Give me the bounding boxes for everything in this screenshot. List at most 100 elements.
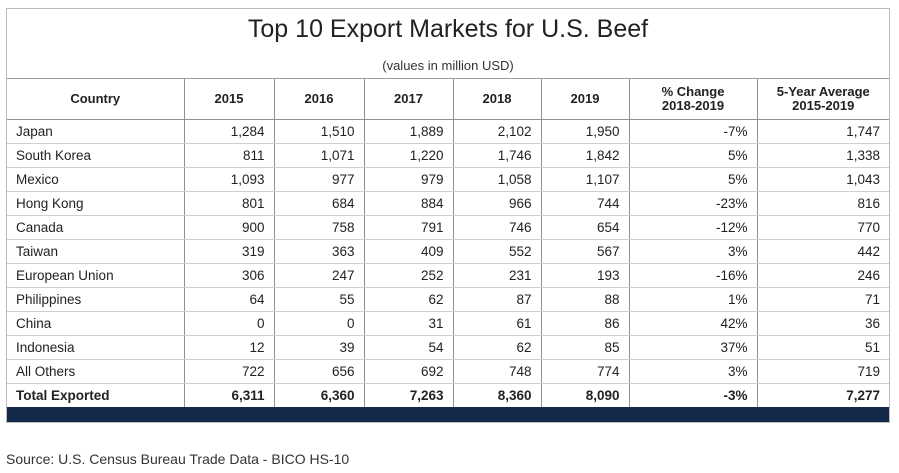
value-2016-cell: 55 — [274, 287, 365, 312]
header-pct-change-line1: % Change — [661, 83, 725, 99]
country-cell: Taiwan — [7, 239, 185, 264]
table-frame: Top 10 Export Markets for U.S. Beef (val… — [6, 8, 890, 423]
value-2016-cell: 247 — [274, 263, 365, 288]
table-row: Indonesia 12 39 54 62 85 37% 51 — [7, 335, 889, 360]
pct-change-cell: -12% — [629, 215, 758, 240]
page-subtitle: (values in million USD) — [382, 58, 514, 73]
value-2015-cell: 801 — [184, 191, 275, 216]
value-2016-cell: 684 — [274, 191, 365, 216]
value-2017-cell: 1,220 — [364, 143, 454, 168]
value-2018-cell: 966 — [453, 191, 542, 216]
value-2017-cell: 7,263 — [364, 383, 454, 407]
header-2018: 2018 — [453, 79, 542, 120]
country-cell: Mexico — [7, 167, 185, 192]
page-title: Top 10 Export Markets for U.S. Beef — [247, 15, 649, 43]
value-2015-cell: 811 — [184, 143, 275, 168]
five-year-average-cell: 51 — [757, 335, 889, 360]
header-country: Country — [7, 79, 185, 120]
value-2017-cell: 62 — [364, 287, 454, 312]
value-2019-cell: 567 — [541, 239, 630, 264]
value-2017-cell: 1,889 — [364, 119, 454, 144]
table-row: Hong Kong 801 684 884 966 744 -23% 816 — [7, 191, 889, 216]
value-2018-cell: 1,058 — [453, 167, 542, 192]
table-row: South Korea 811 1,071 1,220 1,746 1,842 5% 1,33… — [7, 143, 889, 168]
five-year-average-cell: 442 — [757, 239, 889, 264]
five-year-average-cell: 1,338 — [757, 143, 889, 168]
value-2019-cell: 86 — [541, 311, 630, 336]
value-2017-cell: 979 — [364, 167, 454, 192]
value-2015-cell: 1,284 — [184, 119, 275, 144]
value-2019-cell: 744 — [541, 191, 630, 216]
header-average-line2: 2015-2019 — [792, 97, 855, 113]
footer-bar — [7, 407, 889, 422]
table-row: All Others 722 656 692 748 774 3% 719 — [7, 359, 889, 384]
country-cell: China — [7, 311, 185, 336]
pct-change-cell: 5% — [629, 167, 758, 192]
value-2018-cell: 746 — [453, 215, 542, 240]
value-2016-cell: 0 — [274, 311, 365, 336]
value-2017-cell: 54 — [364, 335, 454, 360]
table-row: China 0 0 31 61 86 42% 36 — [7, 311, 889, 336]
pct-change-cell: -23% — [629, 191, 758, 216]
value-2017-cell: 409 — [364, 239, 454, 264]
value-2018-cell: 2,102 — [453, 119, 542, 144]
total-row: Total Exported 6,311 6,360 7,263 8,360 8,090-… — [7, 383, 889, 407]
five-year-average-cell: 246 — [757, 263, 889, 288]
value-2019-cell: 88 — [541, 287, 630, 312]
value-2015-cell: 0 — [184, 311, 275, 336]
value-2016-cell: 656 — [274, 359, 365, 384]
table-row: Philippines 64 55 62 87 88 1% 71 — [7, 287, 889, 312]
value-2018-cell: 231 — [453, 263, 542, 288]
table-row: Taiwan 319 363 409 552 567 3% 442 — [7, 239, 889, 264]
value-2016-cell: 1,071 — [274, 143, 365, 168]
value-2018-cell: 748 — [453, 359, 542, 384]
value-2019-cell: 85 — [541, 335, 630, 360]
title-block: Top 10 Export Markets for U.S. Beef (val… — [7, 9, 889, 79]
value-2015-cell: 900 — [184, 215, 275, 240]
country-cell: Philippines — [7, 287, 185, 312]
five-year-average-cell: 770 — [757, 215, 889, 240]
table-row: European Union 306 247 252 231 193 -16% 246 — [7, 263, 889, 288]
country-cell: Canada — [7, 215, 185, 240]
table-row: Japan 1,284 1,510 1,889 2,102 1,950 -7% 1,747 — [7, 119, 889, 144]
country-cell: Total Exported — [7, 383, 185, 407]
table-row: Mexico 1,093 977 979 1,058 1,107 5% 1,043 — [7, 167, 889, 192]
table-body: Japan 1,284 1,510 1,889 2,102 1,950 -7% 1,747 So… — [7, 119, 889, 407]
value-2016-cell: 6,360 — [274, 383, 365, 407]
value-2019-cell: 774 — [541, 359, 630, 384]
table-row: Canada 900 758 791 746 654 -12% 770 — [7, 215, 889, 240]
country-cell: European Union — [7, 263, 185, 288]
header-2019: 2019 — [541, 79, 630, 120]
value-2018-cell: 62 — [453, 335, 542, 360]
five-year-average-cell: 71 — [757, 287, 889, 312]
value-2018-cell: 8,360 — [453, 383, 542, 407]
header-five-year-average: 5-Year Average 2015-2019 — [757, 79, 889, 120]
value-2019-cell: 1,950 — [541, 119, 630, 144]
header-2015: 2015 — [184, 79, 275, 120]
pct-change-cell: 37% — [629, 335, 758, 360]
pct-change-cell: 1% — [629, 287, 758, 312]
value-2019-cell: 193 — [541, 263, 630, 288]
value-2015-cell: 319 — [184, 239, 275, 264]
value-2016-cell: 39 — [274, 335, 365, 360]
value-2016-cell: 363 — [274, 239, 365, 264]
value-2016-cell: 977 — [274, 167, 365, 192]
value-2015-cell: 306 — [184, 263, 275, 288]
value-2019-cell: 1,107 — [541, 167, 630, 192]
header-2016: 2016 — [274, 79, 365, 120]
country-cell: Hong Kong — [7, 191, 185, 216]
country-cell: All Others — [7, 359, 185, 384]
value-2017-cell: 31 — [364, 311, 454, 336]
pct-change-cell: 42% — [629, 311, 758, 336]
value-2019-cell: 1,842 — [541, 143, 630, 168]
pct-change-cell: -7% — [629, 119, 758, 144]
five-year-average-cell: 36 — [757, 311, 889, 336]
value-2018-cell: 1,746 — [453, 143, 542, 168]
five-year-average-cell: 816 — [757, 191, 889, 216]
five-year-average-cell: 719 — [757, 359, 889, 384]
five-year-average-cell: 7,277 — [846, 387, 880, 403]
value-2015-cell: 6,311 — [184, 383, 275, 407]
value-2017-cell: 884 — [364, 191, 454, 216]
header-row: Country 2015 2016 2017 2018 2019 % Chang… — [7, 79, 889, 120]
country-cell: South Korea — [7, 143, 185, 168]
